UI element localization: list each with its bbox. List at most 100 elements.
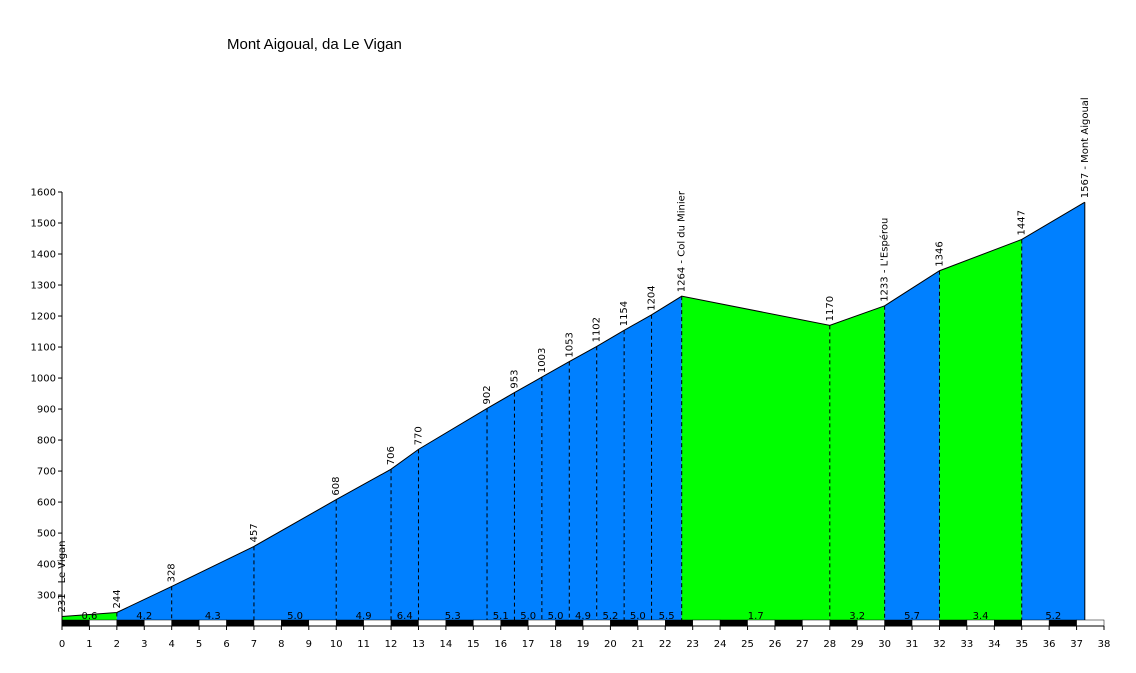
gradient-label: 5.0	[548, 611, 564, 622]
y-tick-label: 1100	[31, 343, 56, 354]
altitude-label: 1204	[647, 285, 658, 310]
x-tick-label: 16	[494, 639, 507, 650]
x-tick-label: 4	[168, 639, 174, 650]
x-tick-label: 32	[933, 639, 946, 650]
segment-dividers	[116, 239, 1023, 620]
x-tick-label: 24	[714, 639, 727, 650]
x-tick-label: 11	[357, 639, 370, 650]
scale-block-34	[994, 619, 1022, 627]
x-tick-label: 23	[686, 639, 699, 650]
gradient-label: 4.9	[356, 611, 372, 622]
x-tick-label: 30	[878, 639, 891, 650]
altitude-labels: 231 - Le Vigan24432845760870677090295310…	[57, 97, 1091, 612]
gradient-label: 5.5	[659, 611, 675, 622]
x-tick-label: 3	[141, 639, 147, 650]
x-tick-label: 27	[796, 639, 809, 650]
profile-segment-5	[391, 449, 419, 620]
y-tick-label: 1200	[31, 312, 56, 323]
profile-segment-4	[336, 469, 392, 620]
y-tick-label: 400	[37, 560, 56, 571]
y-tick-label: 500	[37, 529, 56, 540]
x-tick-label: 25	[741, 639, 754, 650]
y-tick-label: 1000	[31, 374, 56, 385]
profile-outline	[61, 201, 1086, 620]
profile-areas	[62, 202, 1085, 621]
gradient-label: 5.0	[520, 611, 536, 622]
x-tick-label: 37	[1070, 639, 1083, 650]
x-tick-label: 26	[769, 639, 782, 650]
altitude-label: 244	[112, 589, 123, 608]
gradient-label: 5.7	[904, 611, 920, 622]
profile-segment-13	[651, 296, 682, 620]
chart-title: Mont Aigoual, da Le Vigan	[227, 36, 402, 53]
x-tick-label: 6	[223, 639, 229, 650]
altitude-label: 953	[509, 370, 520, 389]
gradient-label: 0.6	[81, 611, 97, 622]
y-tick-label: 600	[37, 498, 56, 509]
x-tick-label: 7	[251, 639, 257, 650]
altitude-label: 1447	[1017, 210, 1028, 235]
altitude-label: 1102	[592, 317, 603, 342]
y-tick-label: 1300	[31, 281, 56, 292]
profile-segment-2	[171, 546, 254, 620]
y-tick-label: 1500	[31, 219, 56, 230]
y-tick-label: 300	[37, 591, 56, 602]
y-tick-label: 1400	[31, 250, 56, 261]
x-tick-label: 5	[196, 639, 202, 650]
y-tick-label: 900	[37, 405, 56, 416]
scale-block-32	[939, 619, 968, 627]
scale-block-37	[1076, 619, 1105, 627]
scale-block-7	[253, 619, 282, 627]
y-tick-label: 700	[37, 467, 56, 478]
gradient-label: 5.0	[287, 611, 303, 622]
altitude-label: 1233 - L'Espérou	[879, 218, 891, 302]
altitude-label: 1003	[537, 348, 548, 373]
x-tick-label: 35	[1015, 639, 1028, 650]
profile-segment-16	[884, 270, 940, 620]
y-tick-label: 1600	[31, 188, 56, 199]
altitude-label: 1154	[619, 301, 630, 326]
scale-block-27	[802, 619, 831, 627]
x-tick-label: 38	[1098, 639, 1111, 650]
profile-segment-0	[62, 612, 117, 620]
altitude-label: 608	[331, 476, 342, 495]
scale-block-9	[308, 619, 337, 627]
x-tick-label: 15	[467, 639, 480, 650]
x-tick-label: 13	[412, 639, 425, 650]
y-tick-label: 800	[37, 436, 56, 447]
profile-segment-17	[939, 239, 1022, 620]
gradient-label: 4.9	[575, 611, 591, 622]
gradient-label: 6.4	[397, 611, 413, 622]
gradient-label: 4.3	[205, 611, 221, 622]
x-tick-label: 10	[330, 639, 343, 650]
gradient-label: 5.2	[602, 611, 618, 622]
x-tick-label: 9	[306, 639, 312, 650]
gradient-label: 5.1	[493, 611, 509, 622]
x-tick-label: 28	[823, 639, 836, 650]
x-tick-label: 0	[59, 639, 65, 650]
x-tick-label: 18	[549, 639, 562, 650]
scale-block-24	[719, 619, 748, 627]
profile-segment-1	[116, 586, 172, 620]
x-tick-label: 34	[988, 639, 1001, 650]
profile-segment-8	[514, 377, 542, 620]
gradient-labels: 0.6 4.2 4.3 5.0 4.9 6.4 5.3 5.1 5.0 5.0 4.9 5.2 5.0 5…	[81, 611, 1061, 622]
profile-segment-14	[681, 296, 830, 620]
gradient-label: 3.4	[973, 611, 989, 622]
profile-segment-11	[596, 330, 625, 620]
profile-line	[61, 201, 1086, 617]
gradient-label: 5.3	[445, 611, 461, 622]
y-axis: 300 400 500 600 700 800 900 1000 1100 1200 1300 140…	[31, 188, 63, 626]
x-tick-label: 17	[522, 639, 535, 650]
altitude-label: 1264 - Col du Minier	[677, 190, 688, 292]
x-tick-label: 33	[961, 639, 974, 650]
altitude-label: 457	[249, 523, 260, 542]
scale-block-26	[774, 619, 803, 627]
gradient-label: 3.2	[849, 611, 865, 622]
x-axis: 0 1 2 3 4 5 6 7 8 9 10 11 12 13 14 15 16 17 18 19 20 21 22 23 24…	[59, 625, 1111, 650]
profile-segment-3	[253, 499, 337, 620]
altitude-label: 328	[167, 563, 178, 582]
altitude-label: 1346	[934, 241, 945, 266]
altitude-label: 706	[386, 446, 397, 465]
profile-segment-7	[487, 392, 515, 620]
